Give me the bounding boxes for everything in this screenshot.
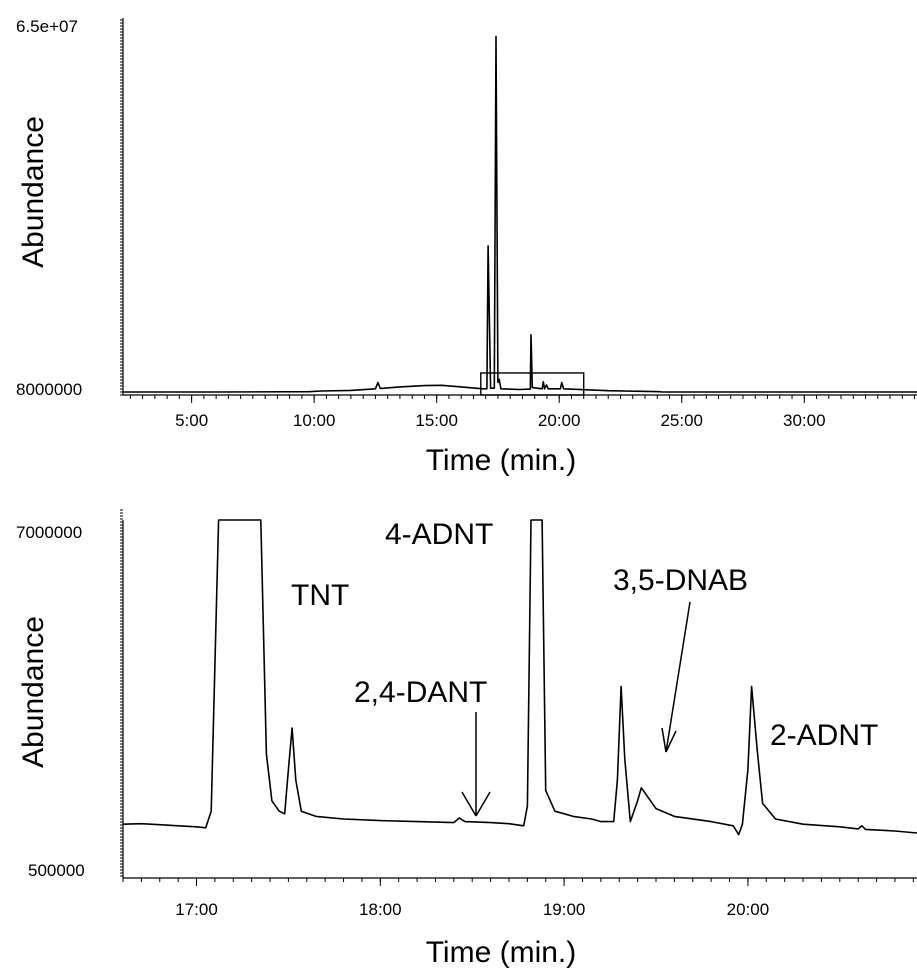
top-trace [123,35,917,393]
bottom-ymax-label: 7000000 [16,523,82,542]
peak-label-4-adnt: 4-ADNT [385,518,493,551]
bottom-y-axis-title: Abundance [17,616,50,768]
bottom-x-axis-title: Time (min.) [426,936,577,969]
top-ymax-label: 6.5e+07 [16,17,78,36]
bottom-ymin-label: 500000 [28,861,85,880]
bottom-x-tick-label: 17:00 [175,900,218,919]
top-x-tick-label: 5:00 [175,411,208,430]
top-x-tick-label: 20:00 [538,411,581,430]
peak-label-3-5-dnab: 3,5-DNAB [613,564,748,597]
bottom-trace [122,519,917,836]
zoomed-chromatogram: 7000000 500000 Abundance 17:00 18:00 19:00… [16,509,917,969]
arrow-3-5-dnab [661,601,691,753]
top-x-axis-title: Time (min.) [426,444,577,477]
bottom-x-tick-label: 18:00 [359,900,402,919]
overview-chromatogram: 6.5e+07 8000000 Abundance 5:00 10:00 15:00… [16,17,917,477]
bottom-x-tick-label: 20:00 [727,900,770,919]
top-x-tick-label: 10:00 [293,411,336,430]
zoom-region-box [480,372,585,396]
peak-label-2-adnt: 2-ADNT [770,719,878,752]
top-y-axis-title: Abundance [17,116,50,268]
top-ymin-label: 8000000 [16,380,82,399]
peak-label-tnt: TNT [291,579,349,612]
arrow-2-4-dant [461,712,491,817]
bottom-x-tick-label: 19:00 [543,900,586,919]
top-x-tick-label: 15:00 [415,411,458,430]
peak-label-2-4-dant: 2,4-DANT [354,676,487,709]
top-x-tick-label: 30:00 [783,411,826,430]
top-x-tick-label: 25:00 [660,411,703,430]
